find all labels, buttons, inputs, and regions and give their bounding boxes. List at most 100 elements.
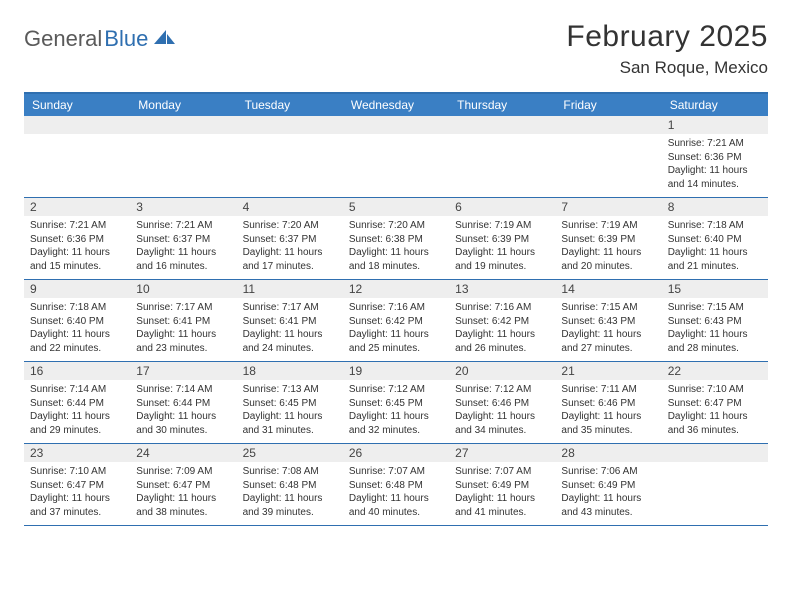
day-cell bbox=[237, 134, 343, 197]
day-detail-line: Daylight: 11 hours and 15 minutes. bbox=[30, 246, 124, 273]
day-cell: Sunrise: 7:21 AMSunset: 6:36 PMDaylight:… bbox=[662, 134, 768, 197]
day-cell bbox=[449, 134, 555, 197]
day-detail-line: Sunset: 6:45 PM bbox=[243, 397, 337, 411]
title-block: February 2025 San Roque, Mexico bbox=[566, 20, 768, 78]
day-cell: Sunrise: 7:18 AMSunset: 6:40 PMDaylight:… bbox=[24, 298, 130, 361]
day-detail-line: Daylight: 11 hours and 32 minutes. bbox=[349, 410, 443, 437]
weekday-header: Monday bbox=[130, 94, 236, 116]
day-detail-line: Sunrise: 7:19 AM bbox=[455, 219, 549, 233]
day-number-strip: 9101112131415 bbox=[24, 280, 768, 298]
day-cell: Sunrise: 7:07 AMSunset: 6:49 PMDaylight:… bbox=[449, 462, 555, 525]
weekday-header-row: Sunday Monday Tuesday Wednesday Thursday… bbox=[24, 94, 768, 116]
day-detail-line: Sunset: 6:47 PM bbox=[668, 397, 762, 411]
day-detail-line: Daylight: 11 hours and 18 minutes. bbox=[349, 246, 443, 273]
day-detail-line: Sunrise: 7:11 AM bbox=[561, 383, 655, 397]
day-cell: Sunrise: 7:15 AMSunset: 6:43 PMDaylight:… bbox=[555, 298, 661, 361]
day-detail-line: Daylight: 11 hours and 22 minutes. bbox=[30, 328, 124, 355]
day-cell: Sunrise: 7:21 AMSunset: 6:37 PMDaylight:… bbox=[130, 216, 236, 279]
day-number: 6 bbox=[449, 198, 555, 216]
day-number: 4 bbox=[237, 198, 343, 216]
day-number: 7 bbox=[555, 198, 661, 216]
weekday-header: Friday bbox=[555, 94, 661, 116]
day-number-strip: 16171819202122 bbox=[24, 362, 768, 380]
day-cell: Sunrise: 7:08 AMSunset: 6:48 PMDaylight:… bbox=[237, 462, 343, 525]
day-number: 19 bbox=[343, 362, 449, 380]
day-detail-line: Daylight: 11 hours and 41 minutes. bbox=[455, 492, 549, 519]
day-detail-line: Daylight: 11 hours and 23 minutes. bbox=[136, 328, 230, 355]
day-detail-line: Sunrise: 7:16 AM bbox=[455, 301, 549, 315]
brand-logo: GeneralBlue bbox=[24, 20, 176, 52]
weekday-header: Thursday bbox=[449, 94, 555, 116]
day-cell: Sunrise: 7:12 AMSunset: 6:45 PMDaylight:… bbox=[343, 380, 449, 443]
day-cell: Sunrise: 7:10 AMSunset: 6:47 PMDaylight:… bbox=[662, 380, 768, 443]
day-detail-line: Sunset: 6:45 PM bbox=[349, 397, 443, 411]
day-cell: Sunrise: 7:16 AMSunset: 6:42 PMDaylight:… bbox=[343, 298, 449, 361]
day-cell: Sunrise: 7:14 AMSunset: 6:44 PMDaylight:… bbox=[130, 380, 236, 443]
day-cell: Sunrise: 7:18 AMSunset: 6:40 PMDaylight:… bbox=[662, 216, 768, 279]
day-number: 23 bbox=[24, 444, 130, 462]
day-detail-line: Sunset: 6:49 PM bbox=[455, 479, 549, 493]
header: GeneralBlue February 2025 San Roque, Mex… bbox=[24, 20, 768, 78]
day-detail-line: Sunrise: 7:16 AM bbox=[349, 301, 443, 315]
day-cell: Sunrise: 7:12 AMSunset: 6:46 PMDaylight:… bbox=[449, 380, 555, 443]
day-detail-line: Daylight: 11 hours and 27 minutes. bbox=[561, 328, 655, 355]
day-number: 5 bbox=[343, 198, 449, 216]
day-detail-line: Sunset: 6:42 PM bbox=[455, 315, 549, 329]
day-detail-line: Daylight: 11 hours and 20 minutes. bbox=[561, 246, 655, 273]
month-title: February 2025 bbox=[566, 20, 768, 54]
day-detail-line: Daylight: 11 hours and 35 minutes. bbox=[561, 410, 655, 437]
weekday-header: Sunday bbox=[24, 94, 130, 116]
day-cell: Sunrise: 7:09 AMSunset: 6:47 PMDaylight:… bbox=[130, 462, 236, 525]
day-detail-line: Sunrise: 7:10 AM bbox=[30, 465, 124, 479]
day-detail-line: Sunrise: 7:21 AM bbox=[668, 137, 762, 151]
day-detail-line: Daylight: 11 hours and 40 minutes. bbox=[349, 492, 443, 519]
week-row: 16171819202122Sunrise: 7:14 AMSunset: 6:… bbox=[24, 362, 768, 444]
day-detail-line: Sunrise: 7:14 AM bbox=[30, 383, 124, 397]
day-detail-line: Daylight: 11 hours and 14 minutes. bbox=[668, 164, 762, 191]
day-number bbox=[343, 116, 449, 134]
day-detail-line: Sunset: 6:49 PM bbox=[561, 479, 655, 493]
weekday-header: Tuesday bbox=[237, 94, 343, 116]
day-detail-line: Sunset: 6:39 PM bbox=[455, 233, 549, 247]
day-detail-line: Daylight: 11 hours and 43 minutes. bbox=[561, 492, 655, 519]
weekday-header: Saturday bbox=[662, 94, 768, 116]
day-detail-line: Sunset: 6:36 PM bbox=[30, 233, 124, 247]
day-detail-line: Daylight: 11 hours and 21 minutes. bbox=[668, 246, 762, 273]
day-detail-line: Sunrise: 7:12 AM bbox=[455, 383, 549, 397]
day-number: 24 bbox=[130, 444, 236, 462]
day-detail-line: Sunset: 6:41 PM bbox=[136, 315, 230, 329]
day-detail-line: Daylight: 11 hours and 29 minutes. bbox=[30, 410, 124, 437]
week-row: 2345678Sunrise: 7:21 AMSunset: 6:36 PMDa… bbox=[24, 198, 768, 280]
day-number: 1 bbox=[662, 116, 768, 134]
day-detail-line: Sunrise: 7:20 AM bbox=[349, 219, 443, 233]
day-number-strip: 232425262728 bbox=[24, 444, 768, 462]
day-cell: Sunrise: 7:21 AMSunset: 6:36 PMDaylight:… bbox=[24, 216, 130, 279]
day-detail-line: Daylight: 11 hours and 17 minutes. bbox=[243, 246, 337, 273]
day-detail-line: Daylight: 11 hours and 26 minutes. bbox=[455, 328, 549, 355]
day-cell bbox=[343, 134, 449, 197]
day-detail-line: Sunset: 6:36 PM bbox=[668, 151, 762, 165]
day-body-strip: Sunrise: 7:10 AMSunset: 6:47 PM Daylight:… bbox=[24, 462, 768, 525]
day-number: 2 bbox=[24, 198, 130, 216]
day-number-strip: 1 bbox=[24, 116, 768, 134]
day-detail-line: Sunset: 6:46 PM bbox=[561, 397, 655, 411]
day-detail-line: Sunset: 6:48 PM bbox=[243, 479, 337, 493]
day-number: 27 bbox=[449, 444, 555, 462]
day-number bbox=[24, 116, 130, 134]
day-body-strip: Sunrise: 7:18 AMSunset: 6:40 PMDaylight:… bbox=[24, 298, 768, 361]
day-number bbox=[555, 116, 661, 134]
day-cell: Sunrise: 7:20 AMSunset: 6:38 PMDaylight:… bbox=[343, 216, 449, 279]
sail-icon bbox=[152, 26, 176, 52]
day-detail-line: Sunset: 6:40 PM bbox=[668, 233, 762, 247]
day-cell bbox=[130, 134, 236, 197]
day-detail-line: Sunrise: 7:13 AM bbox=[243, 383, 337, 397]
day-detail-line: Sunset: 6:47 PM bbox=[30, 479, 124, 493]
day-detail-line: Daylight: 11 hours and 36 minutes. bbox=[668, 410, 762, 437]
day-number: 14 bbox=[555, 280, 661, 298]
day-body-strip: Sunrise: 7:21 AMSunset: 6:36 PMDaylight:… bbox=[24, 134, 768, 197]
day-cell bbox=[24, 134, 130, 197]
day-cell: Sunrise: 7:07 AMSunset: 6:48 PMDaylight:… bbox=[343, 462, 449, 525]
brand-part2: Blue bbox=[104, 26, 148, 52]
day-number: 11 bbox=[237, 280, 343, 298]
day-detail-line: Sunrise: 7:20 AM bbox=[243, 219, 337, 233]
